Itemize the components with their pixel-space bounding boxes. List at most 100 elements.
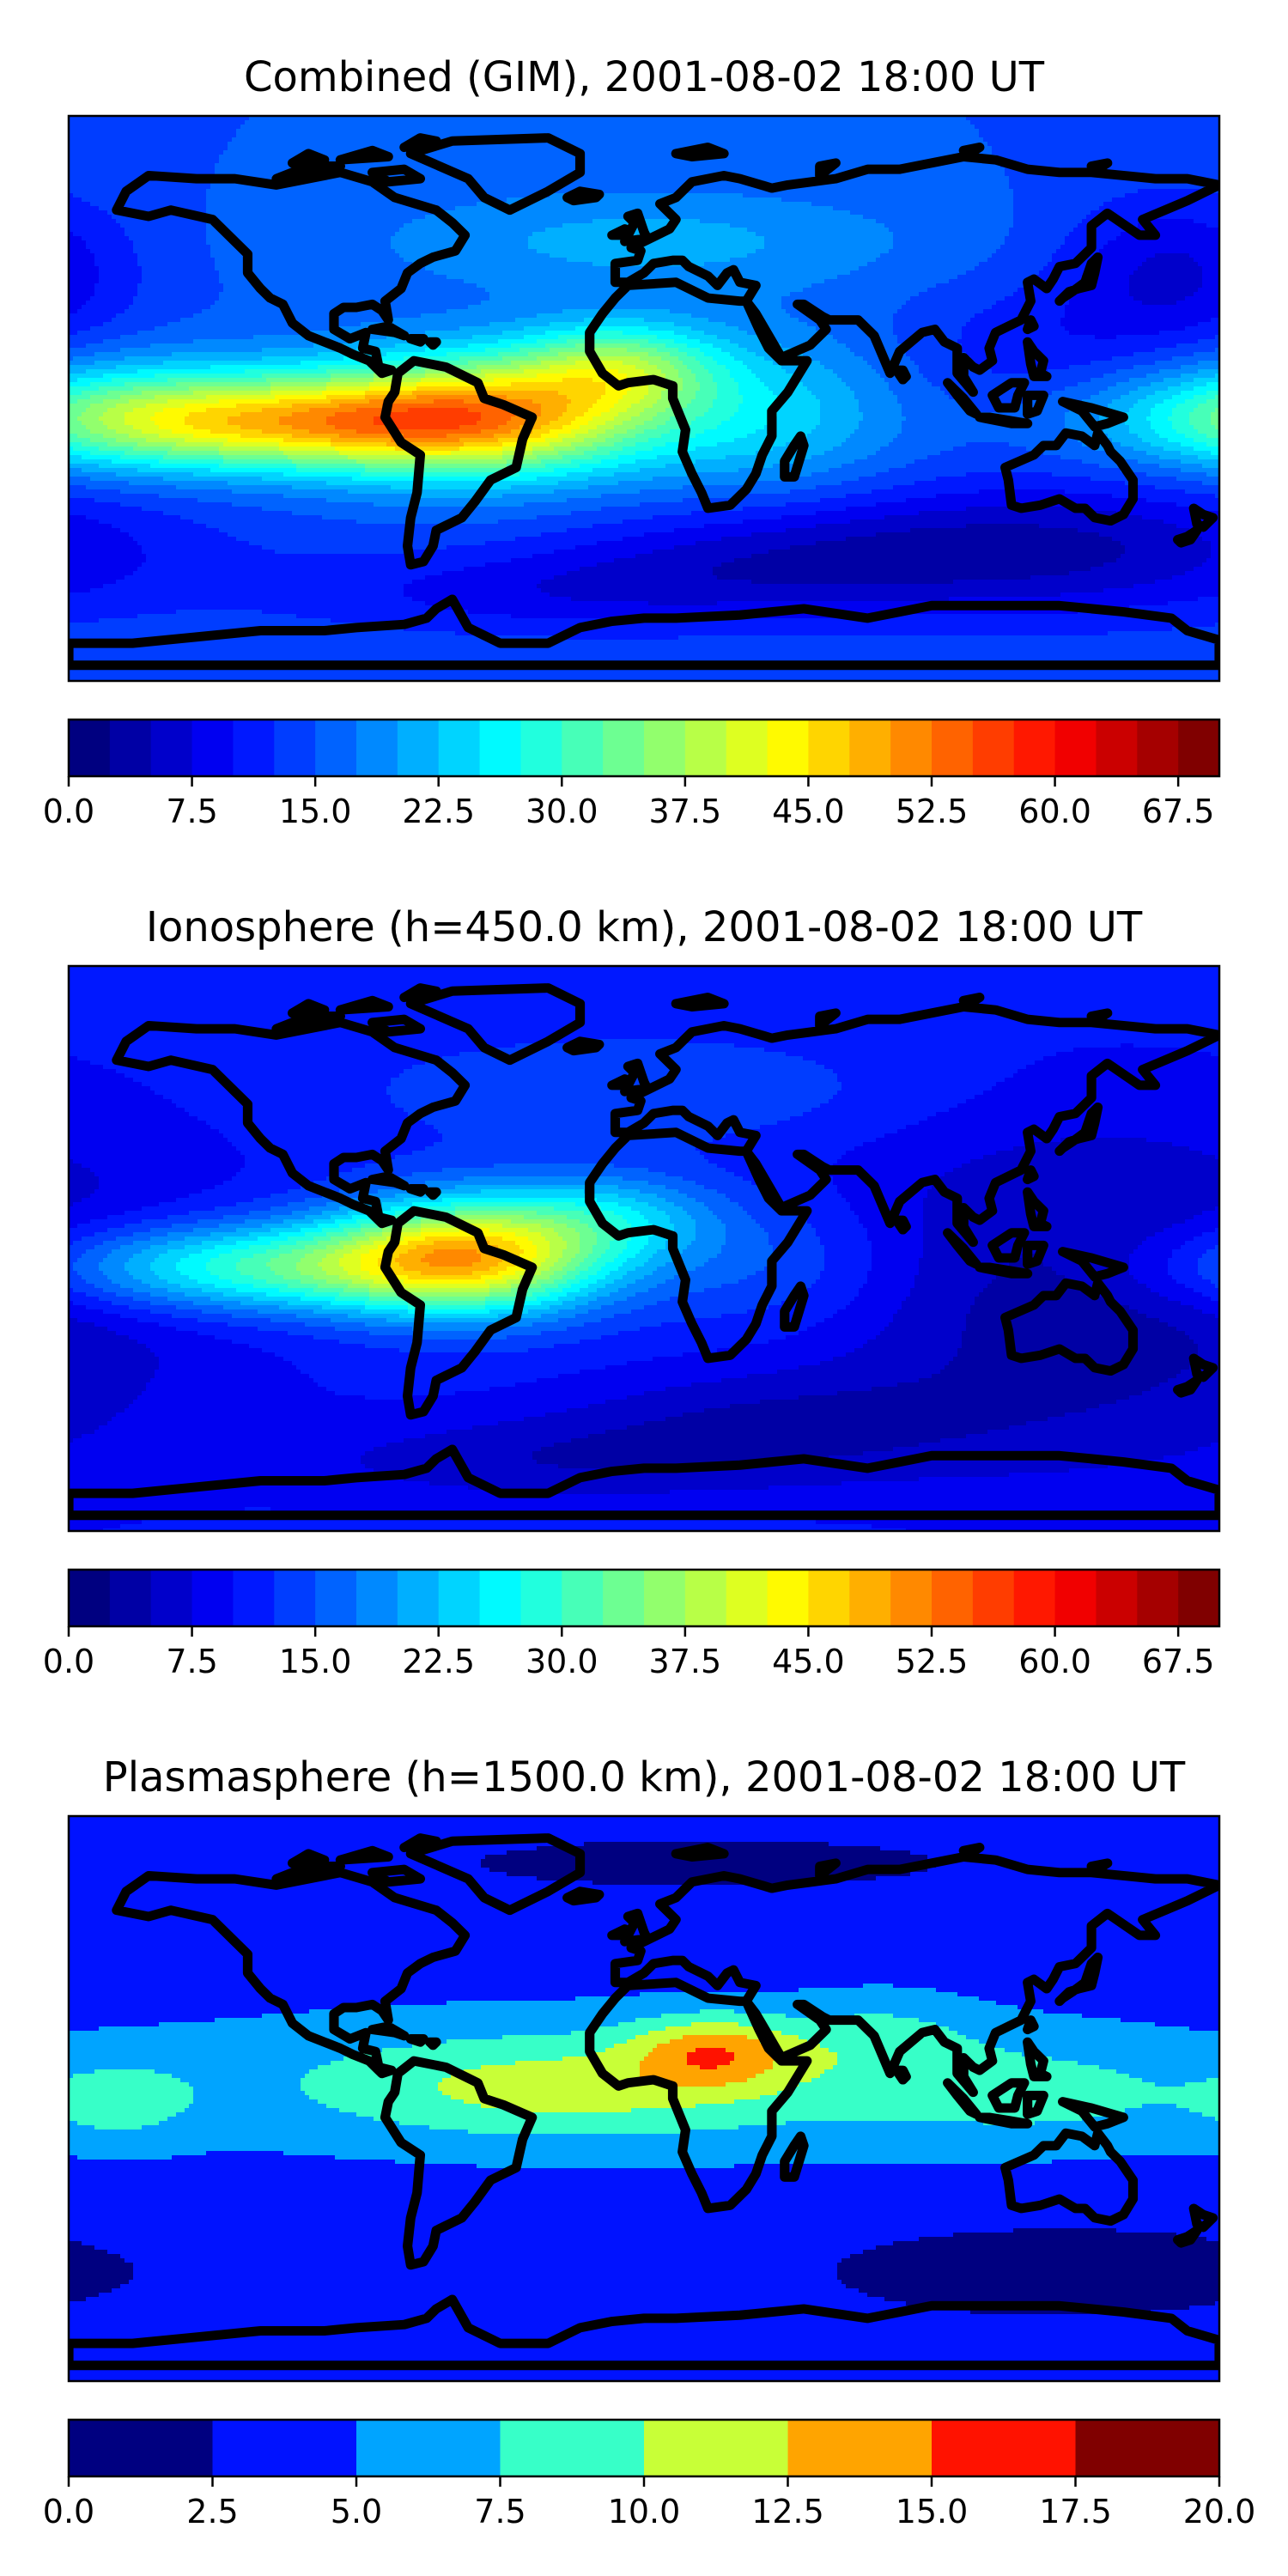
contour-cell [215,1284,254,1289]
contour-cell [133,1288,168,1293]
contour-cell [326,2104,482,2109]
contour-cell [232,1340,340,1345]
contour-cell [670,309,787,314]
contour-cell [515,1232,542,1237]
contour-cell [69,2263,134,2268]
contour-cell [726,2082,799,2087]
contour-cell [219,528,568,533]
contour-cell [1211,318,1219,323]
contour-cell [1202,283,1219,289]
contour-cell [550,322,675,327]
contour-cell [850,386,890,392]
contour-cell [1099,391,1130,396]
contour-cell [515,1382,692,1388]
contour-cell [421,1219,456,1224]
colorbar-swatch [890,720,933,776]
contour-cell [786,309,898,314]
contour-cell [794,459,855,465]
contour-cell [640,1327,808,1332]
colorbar-swatch [1137,720,1179,776]
contour-cell [69,1430,95,1435]
contour-cell [442,2078,649,2083]
contour-cell [541,1331,619,1336]
contour-cell [635,365,658,370]
contour-cell [485,374,538,379]
contour-cell [262,408,310,413]
contour-cell [150,464,220,469]
contour-cell [489,1284,512,1289]
contour-cell [966,1327,1177,1332]
contour-cell [953,1168,1219,1173]
contour-cell [133,2263,838,2268]
contour-cell [365,1301,409,1306]
contour-cell [640,2074,756,2079]
contour-cell [1198,1344,1219,1349]
contour-cell [734,2052,774,2057]
contour-cell [69,2134,1219,2139]
contour-cell [313,343,396,349]
contour-cell [301,1258,323,1263]
contour-cell [1116,335,1216,340]
contour-cell [820,412,864,417]
contour-cell [966,1318,1160,1323]
contour-cell [979,1292,1096,1297]
contour-cell [399,1232,422,1237]
contour-cell [206,1262,237,1267]
contour-cell [1129,378,1164,383]
contour-cell [644,1421,1027,1426]
tec-contour-map [69,966,1219,1531]
contour-cell [648,1236,671,1242]
contour-cell [1129,1395,1219,1400]
contour-cell [125,421,155,426]
contour-cell [756,374,795,379]
contour-cell [69,2202,1219,2208]
contour-cell [356,459,507,465]
contour-cell [816,511,920,516]
contour-cell [69,146,228,151]
contour-cell [605,1430,988,1435]
contour-cell [665,378,683,383]
contour-cell [575,416,593,422]
contour-cell [987,1430,1219,1435]
contour-cell [893,2014,1083,2019]
contour-cell [1155,253,1190,258]
contour-cell [120,348,263,353]
contour-cell [210,1258,241,1263]
contour-cell [361,1194,396,1199]
contour-cell [683,361,701,366]
contour-cell [1146,451,1182,456]
contour-cell [1198,369,1219,374]
contour-cell [125,228,207,233]
contour-cell [623,421,645,426]
contour-cell [172,2155,336,2160]
contour-cell [1013,206,1100,211]
contour-cell [129,399,168,404]
contour-cell [69,2048,383,2053]
contour-cell [288,1301,331,1306]
contour-cell [292,425,336,430]
contour-cell [155,1258,181,1263]
contour-cell [502,1236,529,1242]
contour-cell [99,270,143,276]
contour-cell [1108,404,1134,409]
contour-cell [511,343,546,349]
contour-cell [69,2271,134,2276]
contour-cell [69,494,160,499]
contour-cell [275,1352,683,1358]
contour-cell [69,305,82,310]
contour-cell [532,1258,546,1263]
contour-cell [421,1228,460,1233]
contour-cell [687,1211,714,1216]
contour-cell [1189,416,1212,422]
contour-cell [69,1151,241,1156]
contour-cell [743,1344,864,1349]
contour-cell [657,455,726,460]
contour-cell [1069,571,1186,576]
colorbar-swatch [767,1570,809,1626]
contour-cell [532,429,550,434]
contour-cell [532,447,555,452]
contour-cell [1172,412,1190,417]
contour-cell [326,416,374,422]
contour-cell [69,2250,108,2255]
contour-cell [69,322,104,327]
